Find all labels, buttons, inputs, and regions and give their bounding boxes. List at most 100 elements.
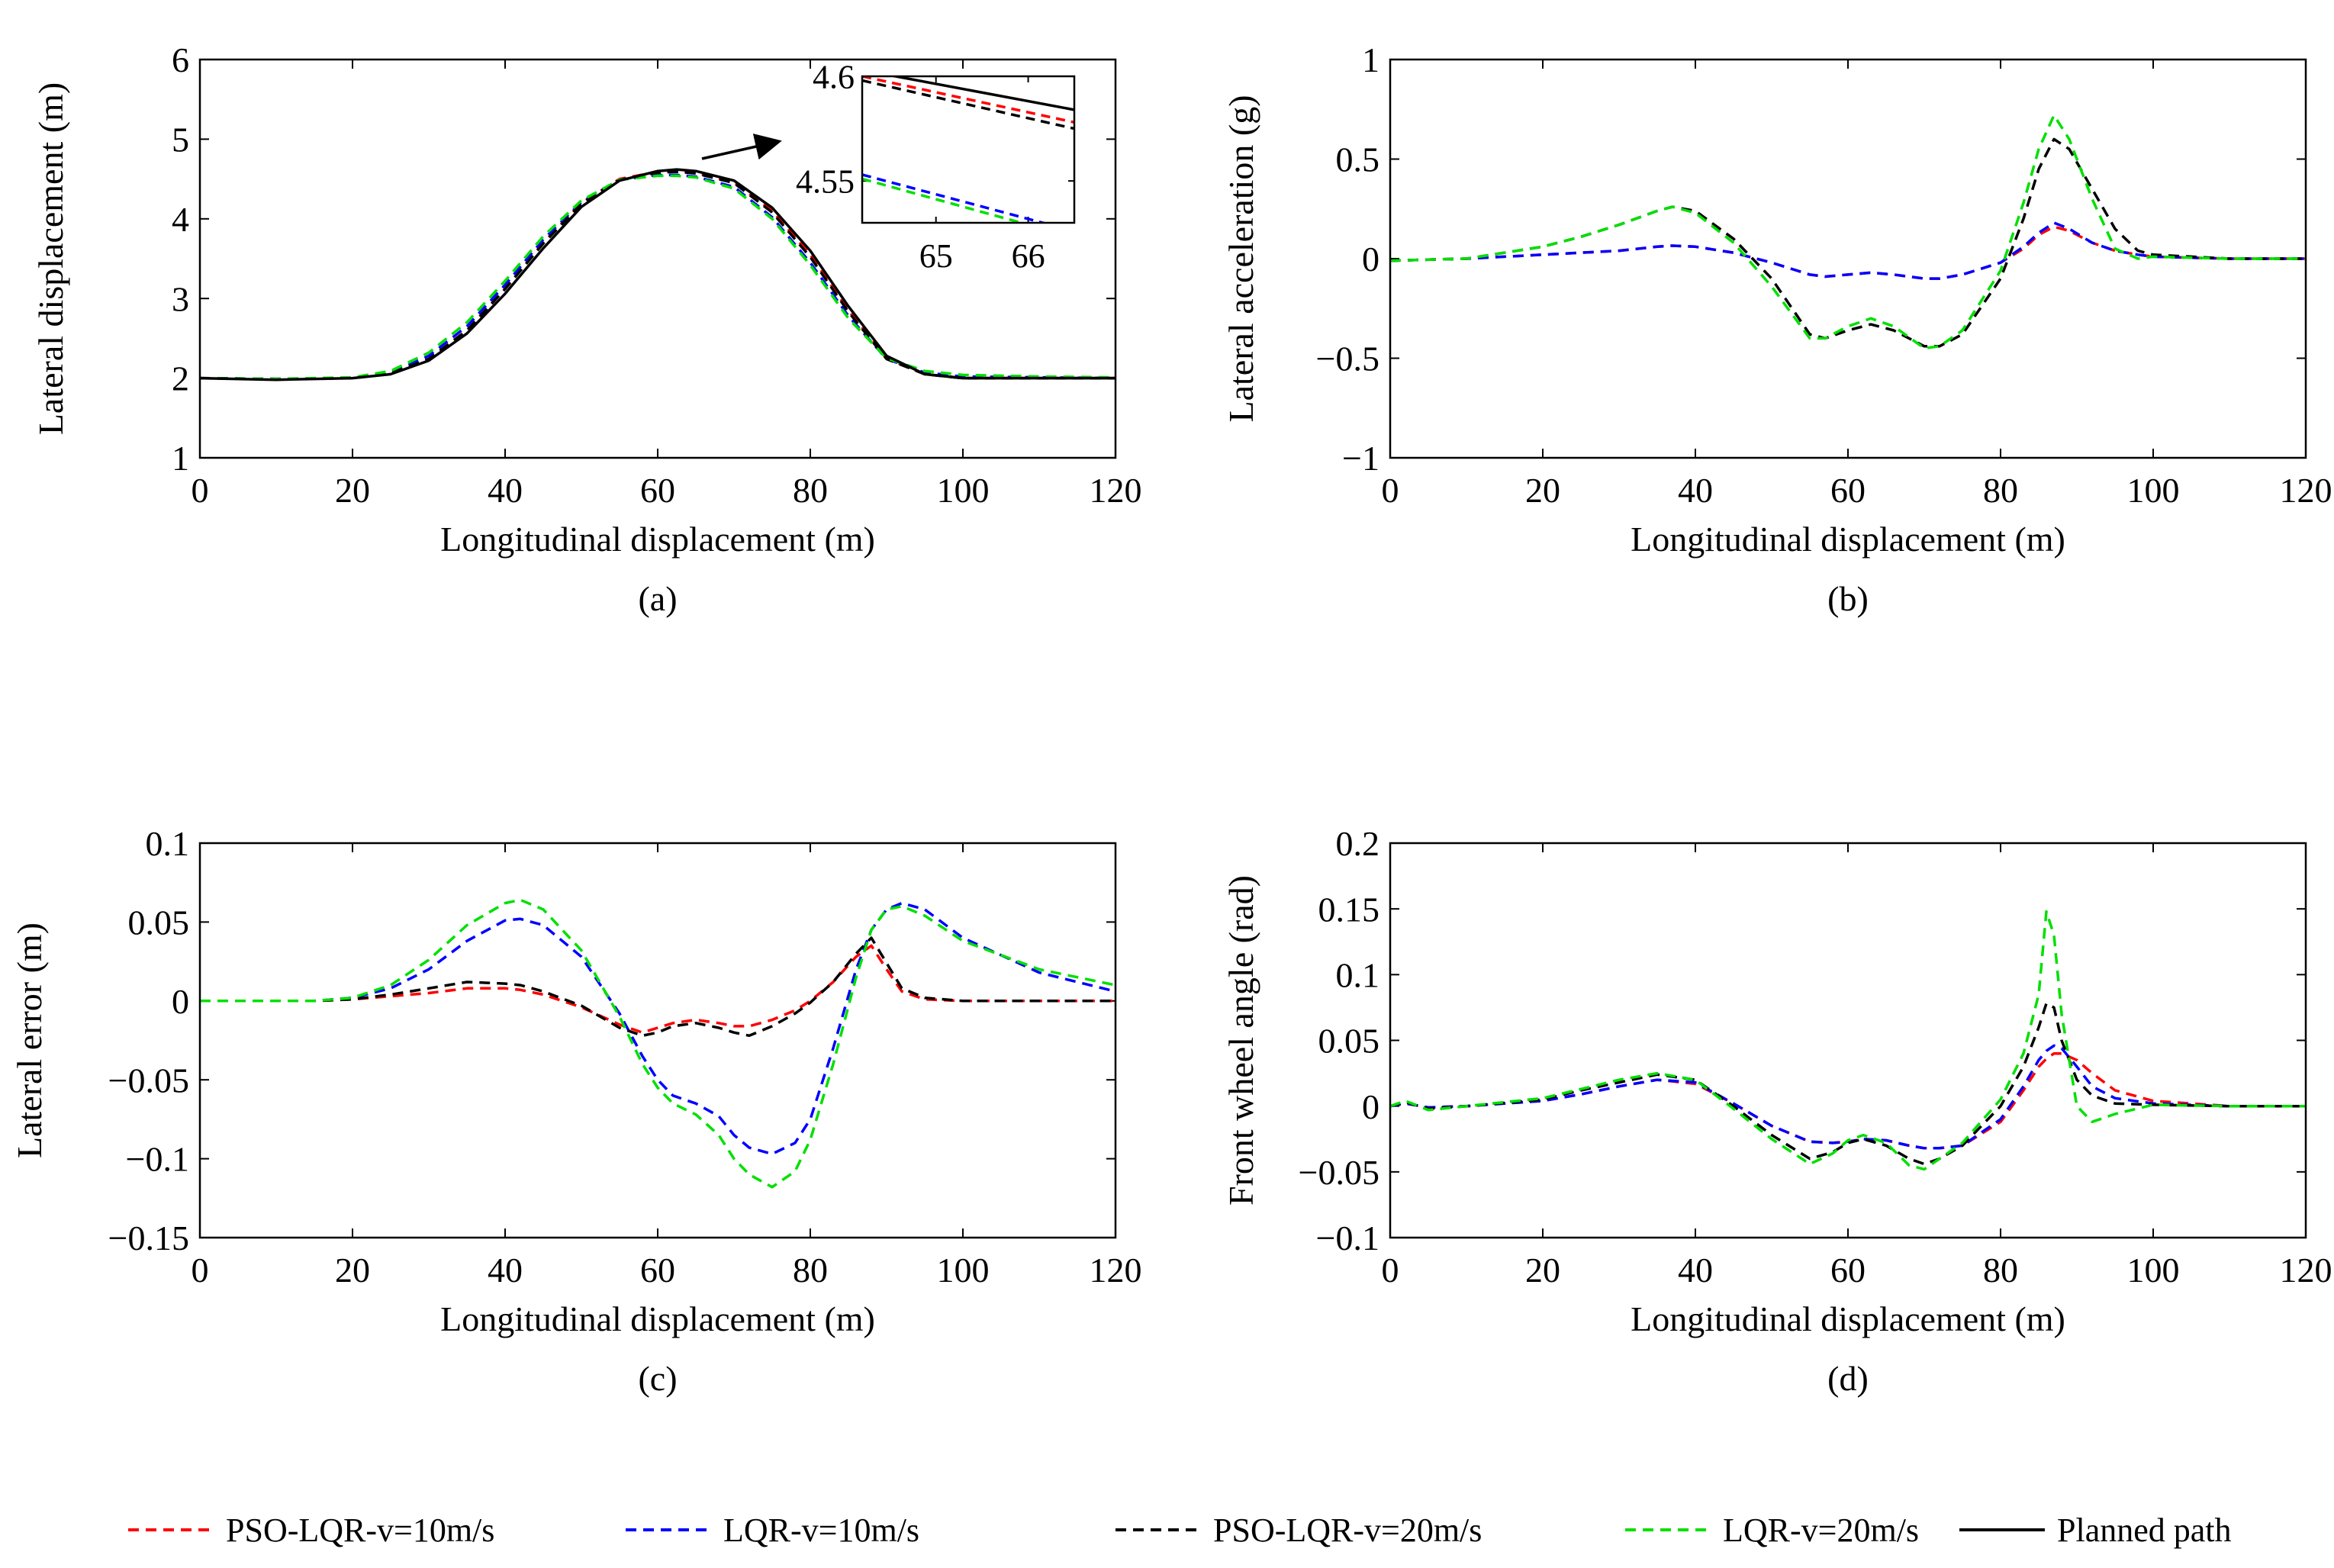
x-tick-label: 80 xyxy=(1983,1251,2018,1289)
panel-caption: (a) xyxy=(638,579,677,618)
x-tick-label: 60 xyxy=(640,1251,675,1289)
series-line-planned-path xyxy=(200,168,1115,382)
legend-label: PSO-LQR-v=20m/s xyxy=(1213,1512,1482,1549)
panel-caption: (b) xyxy=(1827,579,1869,618)
x-tick-label: 60 xyxy=(640,471,675,510)
series-line-lqr-v-10m-s xyxy=(1390,221,2306,280)
x-tick-label: 100 xyxy=(2127,471,2180,510)
x-tick-label: 0 xyxy=(192,471,209,510)
y-axis-label: Lateral error (m) xyxy=(10,922,49,1158)
y-tick-label: 0.1 xyxy=(1336,955,1380,994)
y-tick-label: −0.5 xyxy=(1316,340,1379,378)
x-tick-label: 20 xyxy=(1525,1251,1560,1289)
legend: PSO-LQR-v=10m/s LQR-v=10m/s PSO-LQR-v=20m/… xyxy=(128,1512,2232,1549)
series-line-pso-lqr-v-10m-s xyxy=(1390,225,2306,280)
y-tick-label: 0.15 xyxy=(1318,890,1380,929)
y-tick-label: 0.05 xyxy=(1318,1022,1380,1061)
y-tick-label: −1 xyxy=(1342,439,1379,478)
y-tick-label: 0 xyxy=(172,982,189,1021)
y-tick-label: 4 xyxy=(172,200,189,239)
x-tick-label: 65 xyxy=(919,237,953,275)
x-axis-label: Longitudinal displacement (m) xyxy=(1631,520,2065,559)
y-tick-label: 0.1 xyxy=(146,824,190,863)
legend-label: LQR-v=20m/s xyxy=(1723,1512,1919,1549)
y-tick-label: −0.1 xyxy=(126,1140,189,1179)
x-tick-label: 100 xyxy=(937,471,990,510)
series-line-lqr-v-20m-s xyxy=(1390,910,2306,1171)
y-axis-label: Lateral displacement (m) xyxy=(31,82,70,435)
x-tick-label: 40 xyxy=(488,1251,523,1289)
x-tick-label: 80 xyxy=(793,471,828,510)
series-line-lqr-v-10m-s xyxy=(200,901,1115,1156)
panel-a: 0 20 40 60 80 100 120 1 2 3 4 5 6 Longitudinal displa… xyxy=(31,40,1142,618)
x-axis-label: Longitudinal displacement (m) xyxy=(440,1299,875,1338)
x-tick-label: 0 xyxy=(1382,471,1399,510)
legend-item-lqr-v-10m-s: LQR-v=10m/s xyxy=(626,1512,919,1549)
x-tick-label: 80 xyxy=(1983,471,2018,510)
x-tick-label: 60 xyxy=(1830,1251,1866,1289)
y-tick-label: 4.55 xyxy=(796,163,855,201)
panel-d: 0 20 40 60 80 100 120 −0.1 −0.05 0 0.05 0.1 0.15 0.2 L… xyxy=(1222,824,2332,1398)
x-tick-label: 20 xyxy=(335,1251,370,1289)
x-tick-label: 120 xyxy=(1090,1251,1142,1289)
series-line-pso-lqr-v-20m-s xyxy=(1390,1002,2306,1166)
y-tick-label: 1 xyxy=(1362,40,1379,79)
legend-label: PSO-LQR-v=10m/s xyxy=(226,1512,494,1549)
legend-item-planned-path: Planned path xyxy=(1959,1512,2232,1549)
x-axis-label: Longitudinal displacement (m) xyxy=(1631,1299,2065,1338)
series-line-pso-lqr-v-20m-s xyxy=(862,79,1074,130)
x-tick-label: 66 xyxy=(1012,237,1045,275)
x-tick-label: 20 xyxy=(1525,471,1560,510)
series-line-lqr-v-20m-s xyxy=(862,177,1027,223)
zoom-inset: 65 66 4.55 4.6 xyxy=(796,58,1076,275)
legend-label: Planned path xyxy=(2057,1512,2232,1549)
legend-item-lqr-v-20m-s: LQR-v=20m/s xyxy=(1625,1512,1919,1549)
series-line-lqr-v-20m-s xyxy=(200,174,1115,381)
y-tick-label: 0 xyxy=(1362,240,1379,279)
x-tick-label: 60 xyxy=(1830,471,1866,510)
plot-frame xyxy=(198,58,1117,459)
y-tick-label: 3 xyxy=(172,279,189,318)
series-line-lqr-v-20m-s xyxy=(1390,114,2306,350)
x-tick-label: 120 xyxy=(2280,1251,2332,1289)
y-tick-label: 5 xyxy=(172,121,189,159)
y-axis-label: Front wheel angle (rad) xyxy=(1222,875,1260,1206)
series-line-pso-lqr-v-20m-s xyxy=(200,936,1115,1038)
panel-caption: (c) xyxy=(638,1359,677,1398)
plot-frame xyxy=(198,842,1117,1239)
panel-c: 0 20 40 60 80 100 120 −0.15 −0.1 −0.05 0 0.05 0.1 Lon… xyxy=(10,824,1142,1398)
panel-b: 0 20 40 60 80 100 120 −1 −0.5 0 0.5 1 Longitudinal d… xyxy=(1222,40,2332,618)
series-line-lqr-v-10m-s xyxy=(862,173,1048,223)
y-tick-label: 2 xyxy=(172,359,189,398)
panel-caption: (d) xyxy=(1827,1359,1869,1398)
x-tick-label: 80 xyxy=(793,1251,828,1289)
y-axis-label: Lateral acceleration (g) xyxy=(1222,95,1260,422)
legend-item-pso-lqr-v-10m-s: PSO-LQR-v=10m/s xyxy=(128,1512,494,1549)
y-tick-label: 4.6 xyxy=(813,58,855,95)
x-tick-label: 100 xyxy=(937,1251,990,1289)
y-tick-label: 6 xyxy=(172,40,189,79)
x-tick-label: 120 xyxy=(1090,471,1142,510)
zoom-arrow xyxy=(701,134,782,160)
x-tick-label: 40 xyxy=(488,471,523,510)
y-tick-label: 0.5 xyxy=(1336,140,1380,179)
y-tick-label: −0.05 xyxy=(108,1061,189,1100)
y-tick-label: 0.05 xyxy=(128,903,190,942)
series-line-pso-lqr-v-10m-s xyxy=(862,76,1074,124)
y-tick-label: −0.15 xyxy=(108,1219,189,1257)
plot-frame xyxy=(1389,842,2307,1239)
inset-frame xyxy=(861,75,1076,224)
legend-item-pso-lqr-v-20m-s: PSO-LQR-v=20m/s xyxy=(1115,1512,1482,1549)
series-line-lqr-v-20m-s xyxy=(200,898,1115,1189)
plot-frame xyxy=(1389,58,2307,459)
series-line-pso-lqr-v-20m-s xyxy=(1390,137,2306,348)
x-tick-label: 40 xyxy=(1678,1251,1713,1289)
x-tick-label: 40 xyxy=(1678,471,1713,510)
y-tick-label: −0.1 xyxy=(1316,1219,1379,1257)
x-tick-label: 0 xyxy=(192,1251,209,1289)
x-tick-label: 0 xyxy=(1382,1251,1399,1289)
x-tick-label: 100 xyxy=(2127,1251,2180,1289)
legend-label: LQR-v=10m/s xyxy=(723,1512,919,1549)
y-tick-label: 0.2 xyxy=(1336,824,1380,863)
